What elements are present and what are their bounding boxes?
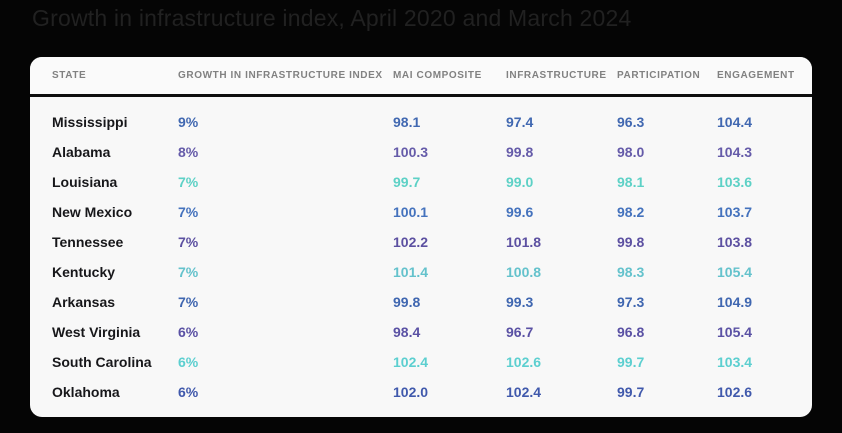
mai-composite-cell: 102.0 xyxy=(393,384,429,400)
state-cell: Arkansas xyxy=(52,294,116,310)
infrastructure-cell: 102.4 xyxy=(506,384,542,400)
engagement-cell: 102.6 xyxy=(717,384,753,400)
column-header-growth: GROWTH IN INFRASTRUCTURE INDEX xyxy=(178,70,383,81)
table-row: South Carolina 6% 102.4 102.6 99.7 103.4 xyxy=(30,347,812,377)
infrastructure-cell: 99.6 xyxy=(506,204,534,220)
participation-cell: 99.8 xyxy=(617,234,645,250)
growth-cell: 6% xyxy=(178,384,199,400)
table-row: Mississippi 9% 98.1 97.4 96.3 104.4 xyxy=(30,107,812,137)
header-divider xyxy=(30,94,812,97)
state-cell: New Mexico xyxy=(52,204,133,220)
table-row: Oklahoma 6% 102.0 102.4 99.7 102.6 xyxy=(30,377,812,407)
table-header: STATE GROWTH IN INFRASTRUCTURE INDEX MAI… xyxy=(30,57,812,94)
state-cell: South Carolina xyxy=(52,354,152,370)
mai-composite-cell: 100.1 xyxy=(393,204,429,220)
engagement-cell: 103.6 xyxy=(717,174,753,190)
participation-cell: 96.8 xyxy=(617,324,645,340)
column-header-engagement: ENGAGEMENT xyxy=(717,70,795,81)
infrastructure-cell: 99.3 xyxy=(506,294,534,310)
mai-composite-cell: 102.4 xyxy=(393,354,429,370)
participation-cell: 99.7 xyxy=(617,384,645,400)
column-header-infrastructure: INFRASTRUCTURE xyxy=(506,70,607,81)
infrastructure-cell: 99.0 xyxy=(506,174,534,190)
table-row: Arkansas 7% 99.8 99.3 97.3 104.9 xyxy=(30,287,812,317)
growth-cell: 6% xyxy=(178,324,199,340)
growth-cell: 9% xyxy=(178,114,199,130)
participation-cell: 99.7 xyxy=(617,354,645,370)
state-cell: Tennessee xyxy=(52,234,124,250)
growth-cell: 6% xyxy=(178,354,199,370)
growth-cell: 7% xyxy=(178,204,199,220)
participation-cell: 98.0 xyxy=(617,144,645,160)
column-header-participation: PARTICIPATION xyxy=(617,70,701,81)
table-body: Mississippi 9% 98.1 97.4 96.3 104.4 Alab… xyxy=(30,97,812,417)
mai-composite-cell: 98.1 xyxy=(393,114,421,130)
infrastructure-cell: 102.6 xyxy=(506,354,542,370)
engagement-cell: 103.8 xyxy=(717,234,753,250)
infrastructure-cell: 97.4 xyxy=(506,114,534,130)
column-header-mai-composite: MAI COMPOSITE xyxy=(393,70,482,81)
infrastructure-cell: 101.8 xyxy=(506,234,542,250)
mai-composite-cell: 98.4 xyxy=(393,324,421,340)
table-row: Kentucky 7% 101.4 100.8 98.3 105.4 xyxy=(30,257,812,287)
participation-cell: 98.1 xyxy=(617,174,645,190)
column-header-state: STATE xyxy=(52,70,87,81)
infrastructure-cell: 100.8 xyxy=(506,264,542,280)
table-row: Louisiana 7% 99.7 99.0 98.1 103.6 xyxy=(30,167,812,197)
engagement-cell: 105.4 xyxy=(717,324,753,340)
mai-composite-cell: 100.3 xyxy=(393,144,429,160)
growth-cell: 7% xyxy=(178,294,199,310)
state-cell: Mississippi xyxy=(52,114,128,130)
mai-composite-cell: 101.4 xyxy=(393,264,429,280)
state-cell: Kentucky xyxy=(52,264,116,280)
engagement-cell: 103.4 xyxy=(717,354,753,370)
participation-cell: 96.3 xyxy=(617,114,645,130)
engagement-cell: 104.9 xyxy=(717,294,753,310)
mai-composite-cell: 102.2 xyxy=(393,234,429,250)
state-cell: West Virginia xyxy=(52,324,141,340)
participation-cell: 98.3 xyxy=(617,264,645,280)
engagement-cell: 104.3 xyxy=(717,144,753,160)
state-cell: Louisiana xyxy=(52,174,118,190)
table-row: Alabama 8% 100.3 99.8 98.0 104.3 xyxy=(30,137,812,167)
growth-cell: 7% xyxy=(178,174,199,190)
mai-composite-cell: 99.7 xyxy=(393,174,421,190)
growth-cell: 7% xyxy=(178,234,199,250)
table-row: New Mexico 7% 100.1 99.6 98.2 103.7 xyxy=(30,197,812,227)
infrastructure-cell: 99.8 xyxy=(506,144,534,160)
engagement-cell: 103.7 xyxy=(717,204,753,220)
participation-cell: 97.3 xyxy=(617,294,645,310)
table-card: STATE GROWTH IN INFRASTRUCTURE INDEX MAI… xyxy=(30,57,812,417)
table-row: Tennessee 7% 102.2 101.8 99.8 103.8 xyxy=(30,227,812,257)
participation-cell: 98.2 xyxy=(617,204,645,220)
engagement-cell: 105.4 xyxy=(717,264,753,280)
table-row: West Virginia 6% 98.4 96.7 96.8 105.4 xyxy=(30,317,812,347)
state-cell: Alabama xyxy=(52,144,111,160)
growth-cell: 7% xyxy=(178,264,199,280)
infrastructure-cell: 96.7 xyxy=(506,324,534,340)
page-title: Growth in infrastructure index, April 20… xyxy=(32,5,632,31)
engagement-cell: 104.4 xyxy=(717,114,753,130)
mai-composite-cell: 99.8 xyxy=(393,294,421,310)
state-cell: Oklahoma xyxy=(52,384,120,400)
growth-cell: 8% xyxy=(178,144,199,160)
